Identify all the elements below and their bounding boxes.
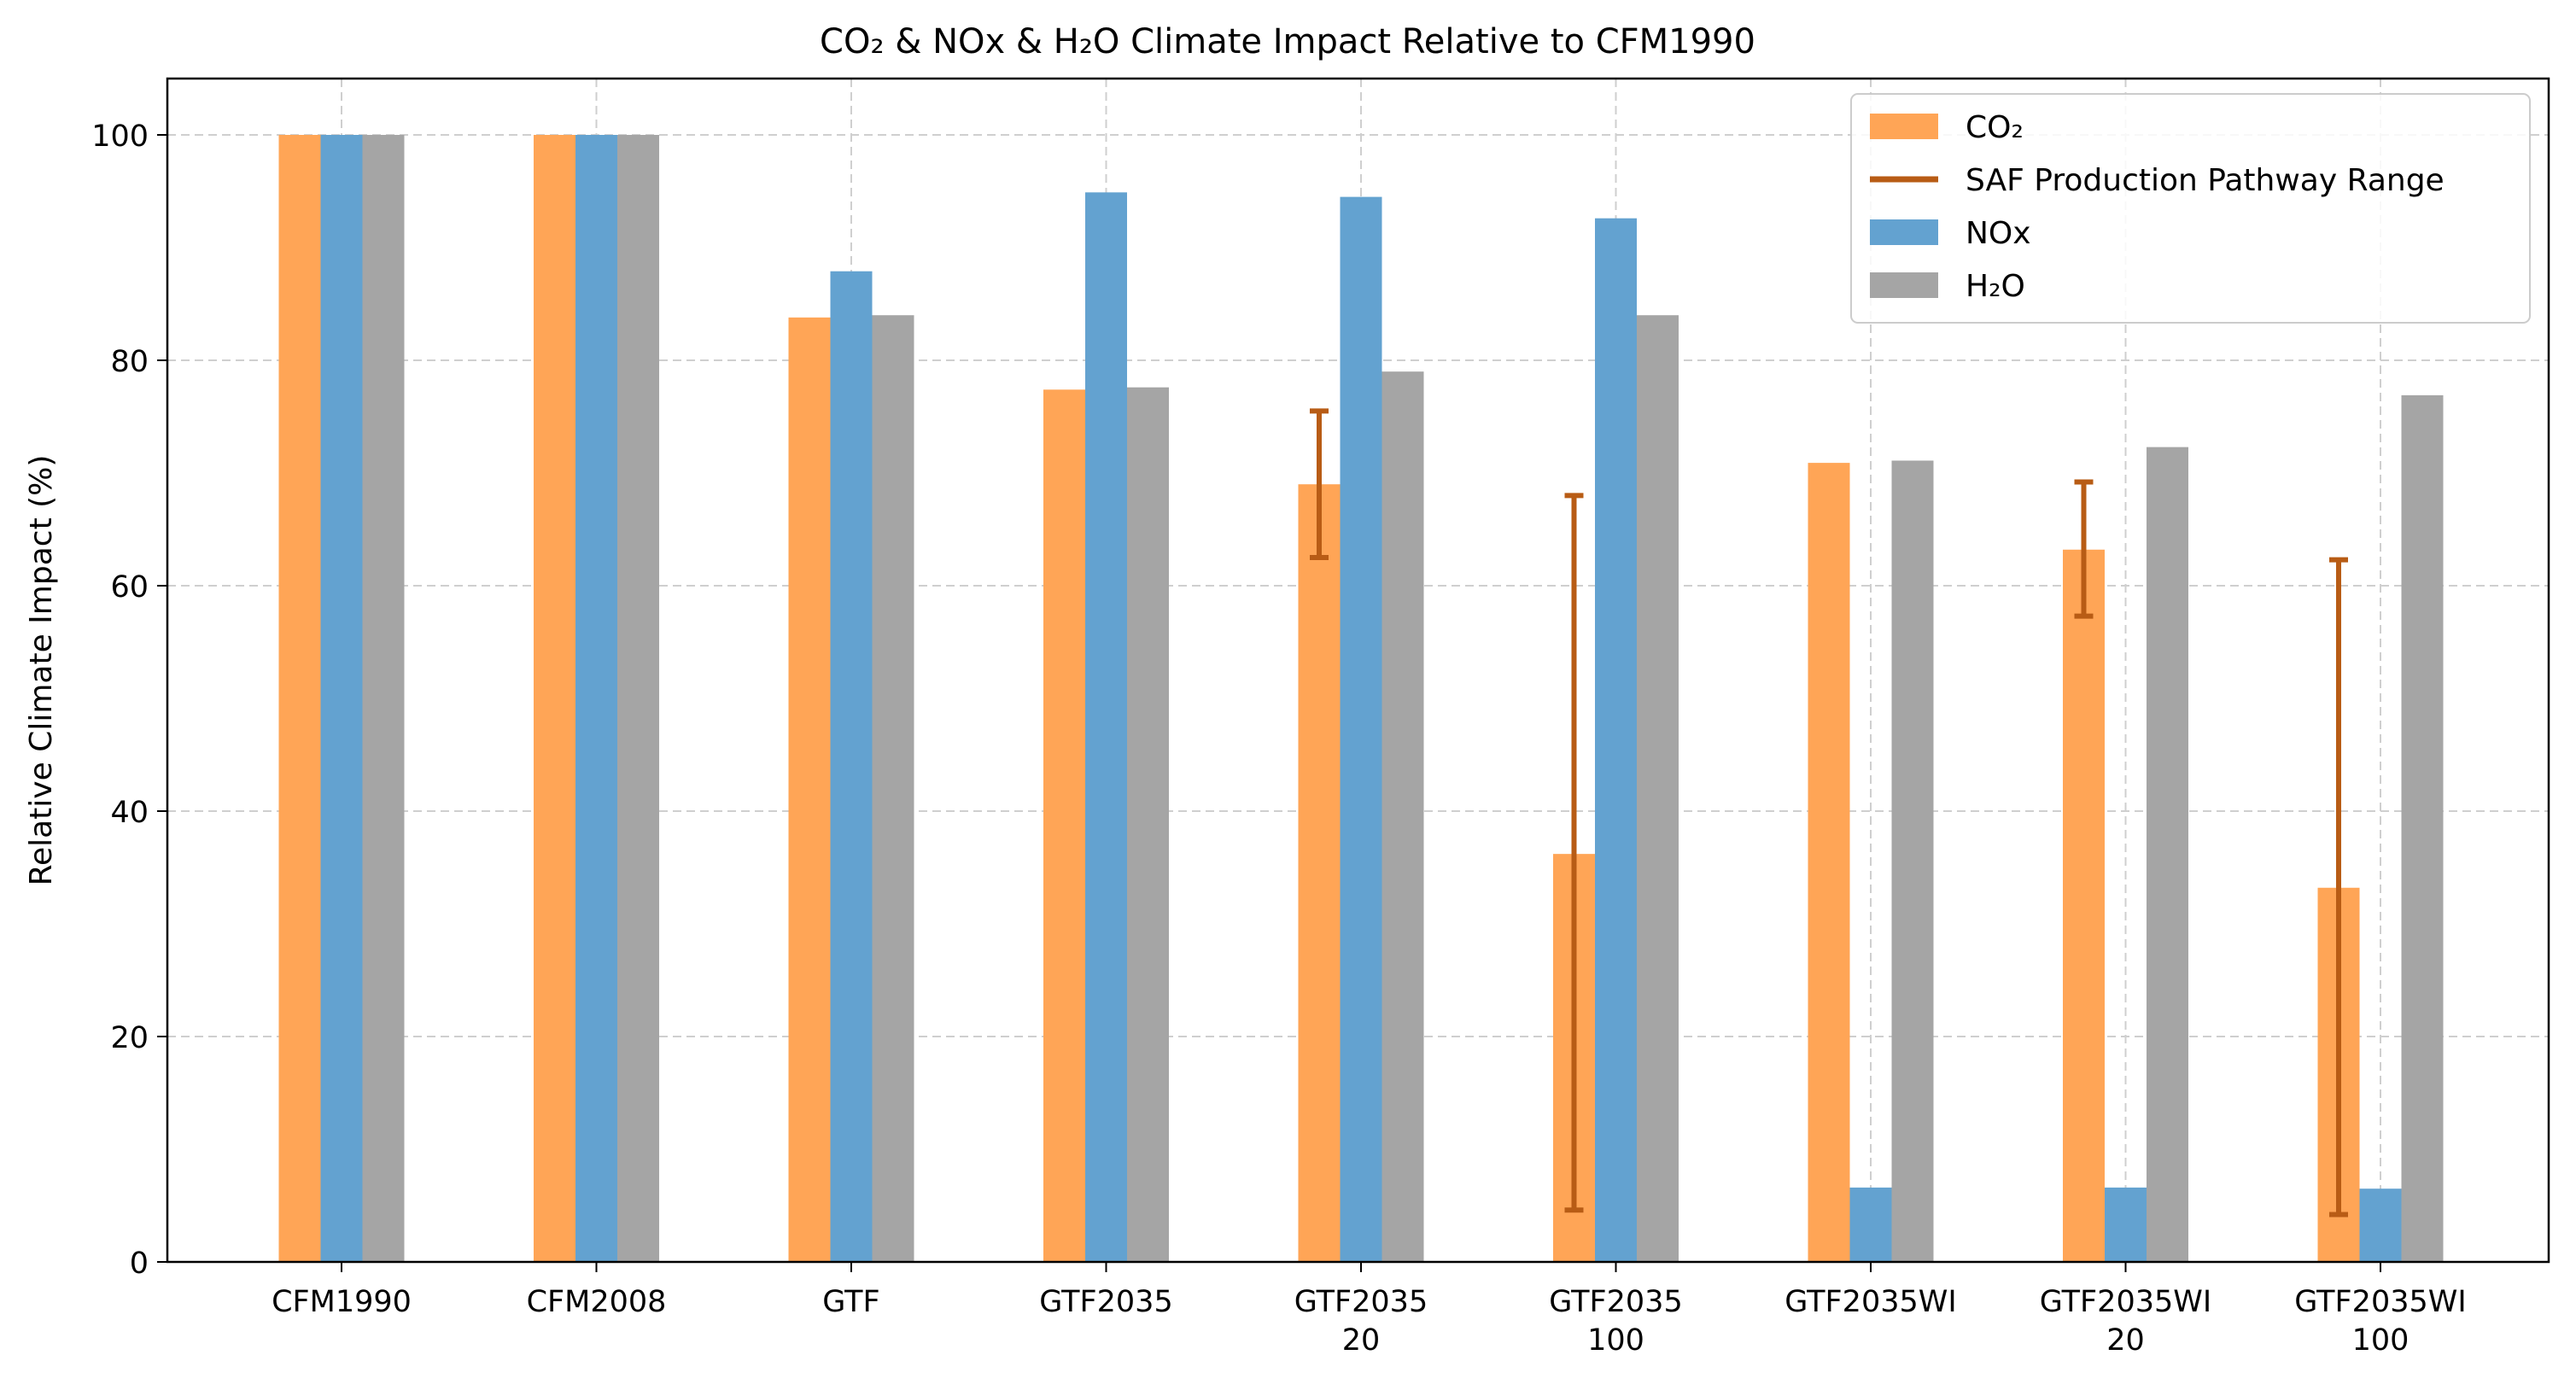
- x-tick-label: GTF2035WI: [2294, 1285, 2466, 1319]
- bar-nox: [2105, 1187, 2147, 1262]
- bar-co2: [278, 135, 321, 1262]
- bar-h2o: [362, 135, 405, 1262]
- bar-nox: [575, 135, 617, 1262]
- y-tick-label: 40: [110, 796, 149, 830]
- legend-saf-range-label: SAF Production Pathway Range: [1966, 163, 2445, 198]
- bar-co2: [788, 317, 831, 1263]
- legend-box: [1850, 93, 2531, 324]
- x-tick-label: 100: [2352, 1323, 2410, 1358]
- y-tick-label: 80: [110, 345, 149, 379]
- bar-co2: [1298, 484, 1341, 1262]
- bar-h2o: [1637, 315, 1679, 1263]
- bar-h2o: [872, 315, 914, 1263]
- bar-nox: [1595, 218, 1637, 1263]
- x-tick-label: GTF2035: [1549, 1285, 1682, 1319]
- bars-group: [278, 135, 2444, 1263]
- x-tick-label: CFM1990: [272, 1285, 412, 1319]
- x-tick-label: GTF2035WI: [1785, 1285, 1956, 1319]
- bar-nox: [1340, 196, 1382, 1263]
- bar-h2o: [2147, 447, 2188, 1262]
- x-tick-label: GTF2035: [1294, 1285, 1428, 1319]
- legend-co2-swatch: [1870, 114, 1938, 139]
- y-tick-label: 20: [110, 1021, 149, 1055]
- plot-frame: [166, 77, 2550, 1264]
- bar-nox: [320, 135, 363, 1262]
- x-tick-label: GTF2035: [1039, 1285, 1172, 1319]
- x-tick-label: 100: [1587, 1323, 1644, 1358]
- bar-h2o: [1891, 460, 1934, 1262]
- bar-co2: [534, 135, 575, 1262]
- y-tick-label: 60: [110, 570, 149, 604]
- legend-h2o-label: H₂O: [1966, 269, 2025, 304]
- x-tick-label: CFM2008: [527, 1285, 667, 1319]
- bar-h2o: [1381, 371, 1424, 1263]
- bar-h2o: [1127, 387, 1169, 1263]
- tick-labels: 0 20 40 60 80 100 CFM1990 CFM2008 GTF GTF2035 GTF2…: [91, 120, 2467, 1358]
- x-tick-label: GTF2035WI: [2040, 1285, 2211, 1319]
- bar-h2o: [2401, 394, 2444, 1262]
- legend-nox-swatch: [1870, 219, 1938, 245]
- bar-h2o: [617, 135, 659, 1262]
- bar-nox: [2359, 1189, 2402, 1262]
- y-tick-label: 100: [91, 120, 149, 154]
- y-tick-label: 0: [130, 1247, 149, 1281]
- axes: [157, 77, 2550, 1272]
- chart-title: CO₂ & NOx & H₂O Climate Impact Relative …: [820, 22, 1755, 61]
- error-bars-group: [1310, 408, 2348, 1218]
- bar-co2: [2063, 549, 2105, 1262]
- x-tick-label: 20: [1342, 1323, 1381, 1358]
- legend-nox-label: NOx: [1966, 216, 2031, 251]
- bar-nox: [1849, 1187, 1892, 1262]
- bar-nox: [1085, 192, 1127, 1262]
- x-tick-label: 20: [2106, 1323, 2145, 1358]
- legend-co2-label: CO₂: [1966, 110, 2024, 145]
- bar-co2: [1808, 463, 1850, 1262]
- bar-co2: [1043, 389, 1085, 1262]
- bar-nox: [830, 271, 873, 1263]
- legend-h2o-swatch: [1870, 272, 1938, 298]
- legend: CO₂ SAF Production Pathway Range NOx H₂O: [1850, 93, 2531, 324]
- x-tick-label: GTF: [822, 1285, 879, 1319]
- y-axis-label: Relative Climate Impact (%): [24, 455, 59, 886]
